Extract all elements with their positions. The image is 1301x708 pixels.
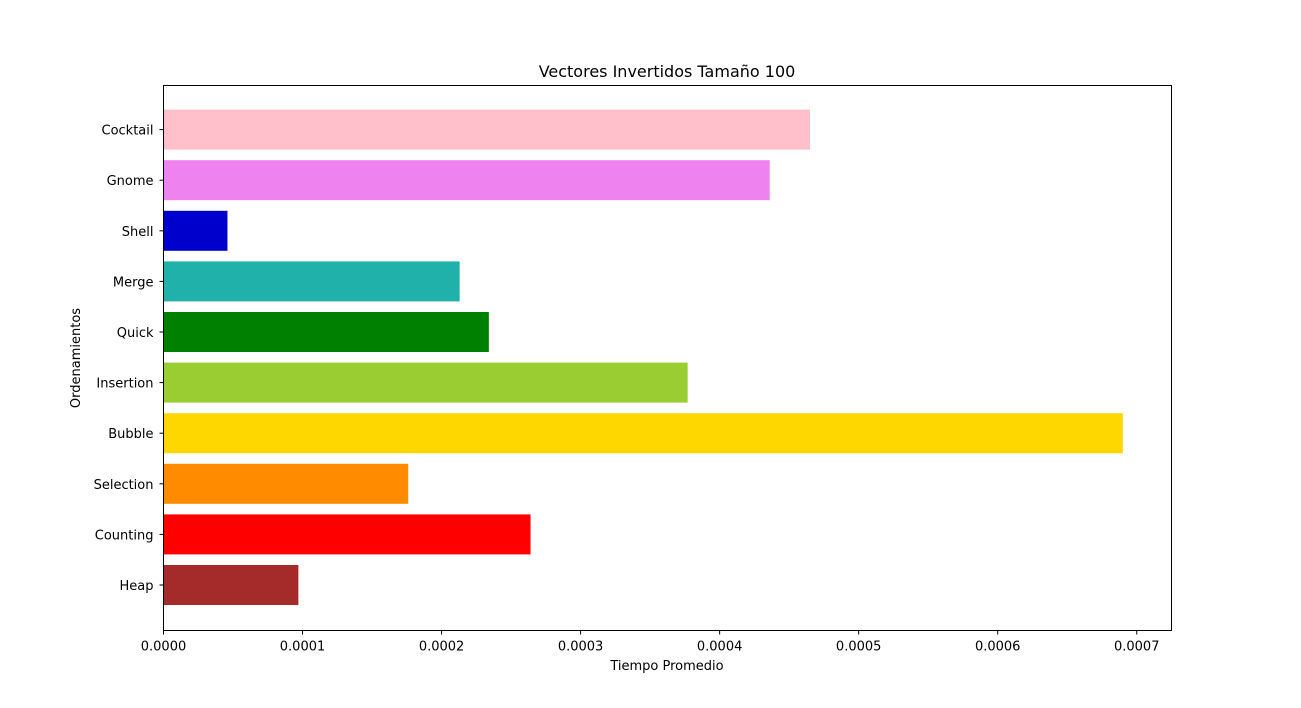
- bar-selection: [163, 463, 409, 504]
- bar-counting: [163, 514, 531, 555]
- y-tick-label-insertion: Insertion: [96, 377, 153, 392]
- bar-gnome: [163, 160, 770, 201]
- x-tick-label-2: 0.0002: [419, 640, 465, 655]
- bars-group: [163, 109, 1123, 605]
- y-tick-label-bubble: Bubble: [108, 427, 153, 442]
- bar-heap: [163, 565, 299, 605]
- chart-title: Vectores Invertidos Tamaño 100: [539, 62, 796, 81]
- y-tick-label-quick: Quick: [117, 326, 154, 341]
- plot-frame: [163, 85, 1172, 631]
- y-tick-label-selection: Selection: [94, 478, 154, 493]
- y-tick-label-counting: Counting: [95, 528, 154, 543]
- x-tick-label-5: 0.0005: [836, 640, 882, 655]
- bar-bubble: [163, 413, 1123, 454]
- y-tick-label-cocktail: Cocktail: [102, 124, 154, 139]
- bar-insertion: [163, 362, 688, 403]
- y-axis: Heap Counting Selection Bubble Insertion Quic…: [94, 124, 164, 594]
- y-tick-label-merge: Merge: [113, 275, 154, 290]
- x-axis: 0.0000 0.0001 0.0002 0.0003 0.0004 0.0005 0.00…: [141, 630, 1160, 655]
- bar-cocktail: [163, 109, 811, 150]
- y-tick-label-shell: Shell: [122, 225, 154, 240]
- bar-merge: [163, 261, 460, 302]
- x-axis-title: Tiempo Promedio: [609, 659, 723, 674]
- x-tick-label-7: 0.0007: [1114, 640, 1160, 655]
- x-tick-label-3: 0.0003: [558, 640, 604, 655]
- x-tick-label-4: 0.0004: [697, 640, 743, 655]
- y-tick-label-heap: Heap: [120, 579, 154, 594]
- y-tick-label-gnome: Gnome: [107, 174, 154, 189]
- bar-shell: [163, 210, 228, 251]
- x-tick-label-6: 0.0006: [975, 640, 1021, 655]
- x-tick-label-1: 0.0001: [280, 640, 326, 655]
- x-tick-label-0: 0.0000: [141, 640, 187, 655]
- bar-quick: [163, 312, 489, 352]
- y-axis-title: Ordenamientos: [69, 308, 84, 408]
